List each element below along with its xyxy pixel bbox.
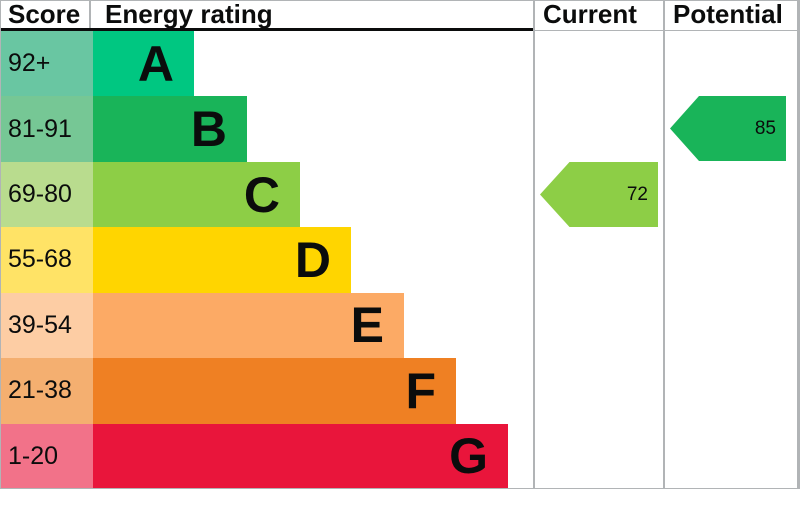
band-rows: 92+ A 81-91 B 69-80 C 55-6 <box>0 31 533 489</box>
band-row-f: 21-38 F <box>0 358 533 424</box>
bar-area: A <box>93 31 533 97</box>
bar-area: B <box>93 96 533 162</box>
rating-bar: B <box>93 96 247 162</box>
score-cell: 55-68 <box>0 227 93 293</box>
potential-column-header: Potential <box>665 0 797 31</box>
score-cell: 92+ <box>0 31 93 97</box>
band-letter: D <box>294 231 331 288</box>
rating-bar: A <box>93 31 194 97</box>
score-column-header: Score <box>0 0 91 28</box>
bar-area: C <box>93 161 533 228</box>
score-cell: 81-91 <box>0 96 93 162</box>
chart-header: Score Energy rating <box>0 0 533 31</box>
current-column-header: Current <box>535 0 663 31</box>
current-column: Current <box>533 0 663 489</box>
band-letter: C <box>243 166 280 223</box>
rating-bar: E <box>93 292 404 359</box>
bar-area: G <box>93 423 533 489</box>
band-row-e: 39-54 E <box>0 292 533 359</box>
band-letter: A <box>137 35 174 92</box>
rating-bar: D <box>93 227 351 293</box>
potential-rating-value: 85 <box>754 117 776 139</box>
bar-area: D <box>93 227 533 293</box>
band-letter: B <box>190 101 227 158</box>
band-row-a: 92+ A <box>0 31 533 97</box>
band-letter: F <box>405 362 436 419</box>
rating-bar: C <box>93 161 300 228</box>
current-rating-value: 72 <box>626 183 648 205</box>
rating-bar: F <box>93 358 456 424</box>
bar-area: F <box>93 358 533 424</box>
score-cell: 69-80 <box>0 161 93 228</box>
band-row-d: 55-68 D <box>0 227 533 293</box>
score-cell: 21-38 <box>0 358 93 424</box>
band-row-c: 69-80 C <box>0 161 533 228</box>
band-letter: G <box>449 428 488 485</box>
potential-column: Potential <box>663 0 799 489</box>
bar-area: E <box>93 292 533 359</box>
rating-bar: G <box>93 423 508 489</box>
band-row-g: 1-20 G <box>0 423 533 489</box>
band-letter: E <box>350 297 384 354</box>
energy-rating-column-header: Energy rating <box>105 0 273 29</box>
band-row-b: 81-91 B <box>0 96 533 162</box>
score-cell: 39-54 <box>0 292 93 359</box>
current-rating-arrow: 72 <box>540 162 658 227</box>
score-cell: 1-20 <box>0 423 93 489</box>
